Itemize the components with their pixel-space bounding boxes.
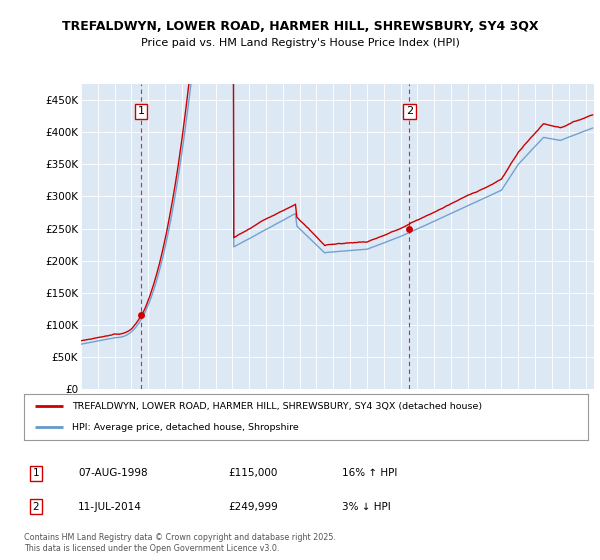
Text: 1: 1 [138, 106, 145, 116]
Text: 16% ↑ HPI: 16% ↑ HPI [342, 468, 397, 478]
Text: Price paid vs. HM Land Registry's House Price Index (HPI): Price paid vs. HM Land Registry's House … [140, 38, 460, 48]
Text: 1: 1 [32, 468, 40, 478]
Text: £115,000: £115,000 [228, 468, 277, 478]
Text: Contains HM Land Registry data © Crown copyright and database right 2025.
This d: Contains HM Land Registry data © Crown c… [24, 533, 336, 553]
Text: TREFALDWYN, LOWER ROAD, HARMER HILL, SHREWSBURY, SY4 3QX: TREFALDWYN, LOWER ROAD, HARMER HILL, SHR… [62, 20, 538, 32]
Text: 07-AUG-1998: 07-AUG-1998 [78, 468, 148, 478]
Text: TREFALDWYN, LOWER ROAD, HARMER HILL, SHREWSBURY, SY4 3QX (detached house): TREFALDWYN, LOWER ROAD, HARMER HILL, SHR… [72, 402, 482, 410]
Text: HPI: Average price, detached house, Shropshire: HPI: Average price, detached house, Shro… [72, 423, 299, 432]
Text: £249,999: £249,999 [228, 502, 278, 512]
Text: 3% ↓ HPI: 3% ↓ HPI [342, 502, 391, 512]
Text: 11-JUL-2014: 11-JUL-2014 [78, 502, 142, 512]
Text: 2: 2 [406, 106, 413, 116]
Text: 2: 2 [32, 502, 40, 512]
